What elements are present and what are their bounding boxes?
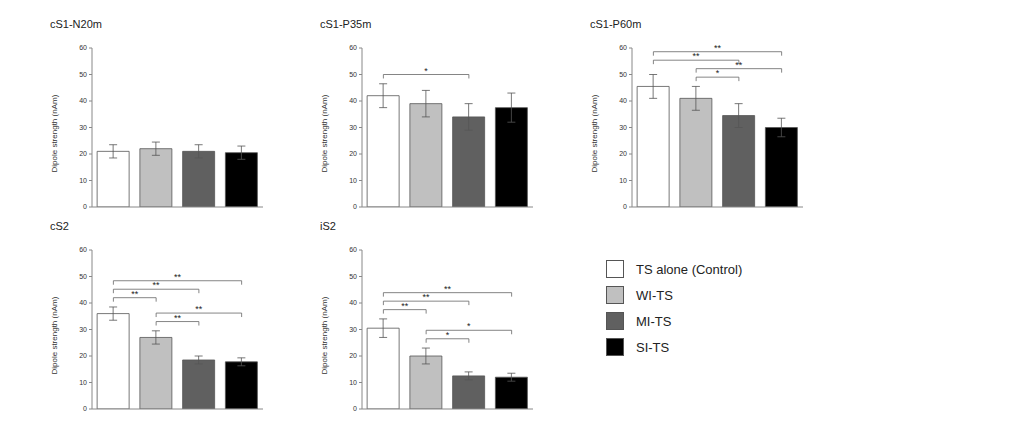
svg-text:*: * [446,330,450,340]
svg-text:50: 50 [79,273,87,280]
svg-text:20: 20 [619,150,627,157]
svg-text:50: 50 [79,71,87,78]
svg-text:Dipole strength (nAm): Dipole strength (nAm) [50,296,59,374]
svg-text:40: 40 [619,97,627,104]
svg-text:40: 40 [79,299,87,306]
svg-text:0: 0 [353,405,357,412]
svg-text:**: ** [423,292,431,302]
svg-text:10: 10 [349,177,357,184]
svg-text:*: * [716,68,720,78]
svg-text:Dipole strength (nAm): Dipole strength (nAm) [50,94,59,172]
svg-text:60: 60 [619,44,627,51]
svg-text:0: 0 [623,203,627,210]
svg-text:0: 0 [83,203,87,210]
svg-text:10: 10 [349,379,357,386]
svg-text:30: 30 [349,124,357,131]
svg-text:60: 60 [349,44,357,51]
html-text:cS2: cS2 [50,220,69,232]
svg-text:40: 40 [349,299,357,306]
svg-text:30: 30 [619,124,627,131]
svg-text:**: ** [174,272,182,282]
svg-text:**: ** [714,43,722,53]
svg-text:0: 0 [83,405,87,412]
svg-text:0: 0 [353,203,357,210]
svg-text:20: 20 [349,150,357,157]
svg-text:30: 30 [349,326,357,333]
svg-text:**: ** [693,51,701,61]
svg-text:40: 40 [79,97,87,104]
svg-text:**: ** [401,301,409,311]
svg-text:50: 50 [349,273,357,280]
svg-text:60: 60 [79,246,87,253]
html-text:iS2: iS2 [320,220,336,232]
svg-text:50: 50 [619,71,627,78]
svg-text:50: 50 [349,71,357,78]
html-text:cS1-P35m: cS1-P35m [320,18,372,30]
svg-text:60: 60 [349,246,357,253]
svg-text:*: * [467,321,471,331]
svg-text:60: 60 [79,44,87,51]
svg-text:30: 30 [79,326,87,333]
svg-text:**: ** [195,304,203,314]
svg-text:**: ** [131,289,139,299]
svg-text:Dipole strength (nAm): Dipole strength (nAm) [590,94,599,172]
html-text:MI-TS: MI-TS [636,313,672,329]
html-text:WI-TS: WI-TS [636,287,673,303]
svg-text:20: 20 [79,150,87,157]
svg-text:**: ** [153,280,161,290]
svg-text:30: 30 [79,124,87,131]
html-text:SI-TS: SI-TS [636,339,670,355]
html-text:cS1-N20m: cS1-N20m [50,18,102,30]
svg-text:20: 20 [79,352,87,359]
svg-text:Dipole strength (nAm): Dipole strength (nAm) [320,94,329,172]
html-text:cS1-P60m: cS1-P60m [590,18,642,30]
svg-text:Dipole strength (nAm): Dipole strength (nAm) [320,296,329,374]
svg-text:**: ** [444,284,452,294]
svg-text:*: * [424,66,428,76]
svg-text:10: 10 [79,379,87,386]
html-text:TS alone (Control): TS alone (Control) [636,261,743,277]
svg-text:20: 20 [349,352,357,359]
svg-text:10: 10 [619,177,627,184]
svg-text:10: 10 [79,177,87,184]
svg-text:40: 40 [349,97,357,104]
svg-text:**: ** [174,313,182,323]
svg-text:**: ** [735,60,743,70]
